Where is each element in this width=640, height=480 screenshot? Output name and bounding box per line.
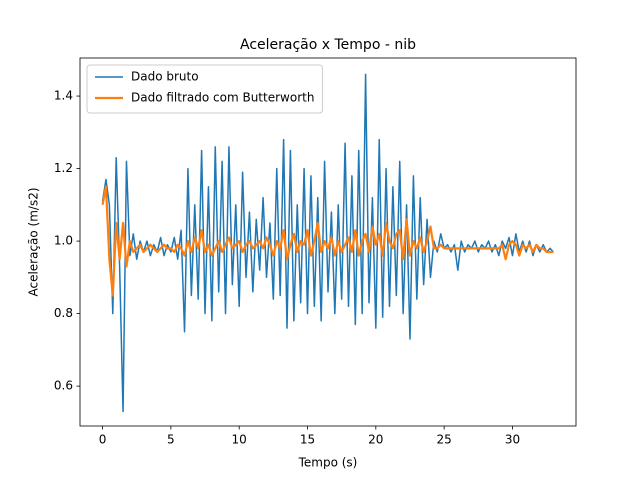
x-axis-label: Tempo (s)	[298, 456, 358, 470]
y-tick-label: 0.6	[54, 379, 73, 393]
y-tick-label: 1.2	[54, 161, 73, 175]
x-tick-label: 15	[300, 433, 315, 447]
legend-label: Dado filtrado com Butterworth	[131, 91, 314, 105]
x-tick-label: 30	[505, 433, 520, 447]
y-tick-label: 0.8	[54, 306, 73, 320]
x-tick-label: 25	[437, 433, 452, 447]
y-tick-label: 1.4	[54, 89, 73, 103]
data-line	[101, 73, 554, 413]
y-axis-label: Aceleração (m/s2)	[27, 187, 41, 296]
data-line	[101, 185, 554, 297]
legend-label: Dado bruto	[131, 70, 199, 84]
legend-box	[86, 64, 323, 114]
x-tick-label: 10	[232, 433, 247, 447]
x-tick-label: 5	[167, 433, 175, 447]
y-tick-label: 1.0	[54, 234, 73, 248]
x-tick-label: 20	[368, 433, 383, 447]
x-tick-label: 0	[99, 433, 107, 447]
plot-frame	[79, 57, 577, 427]
chart-title: Aceleração x Tempo - nib	[240, 37, 416, 53]
